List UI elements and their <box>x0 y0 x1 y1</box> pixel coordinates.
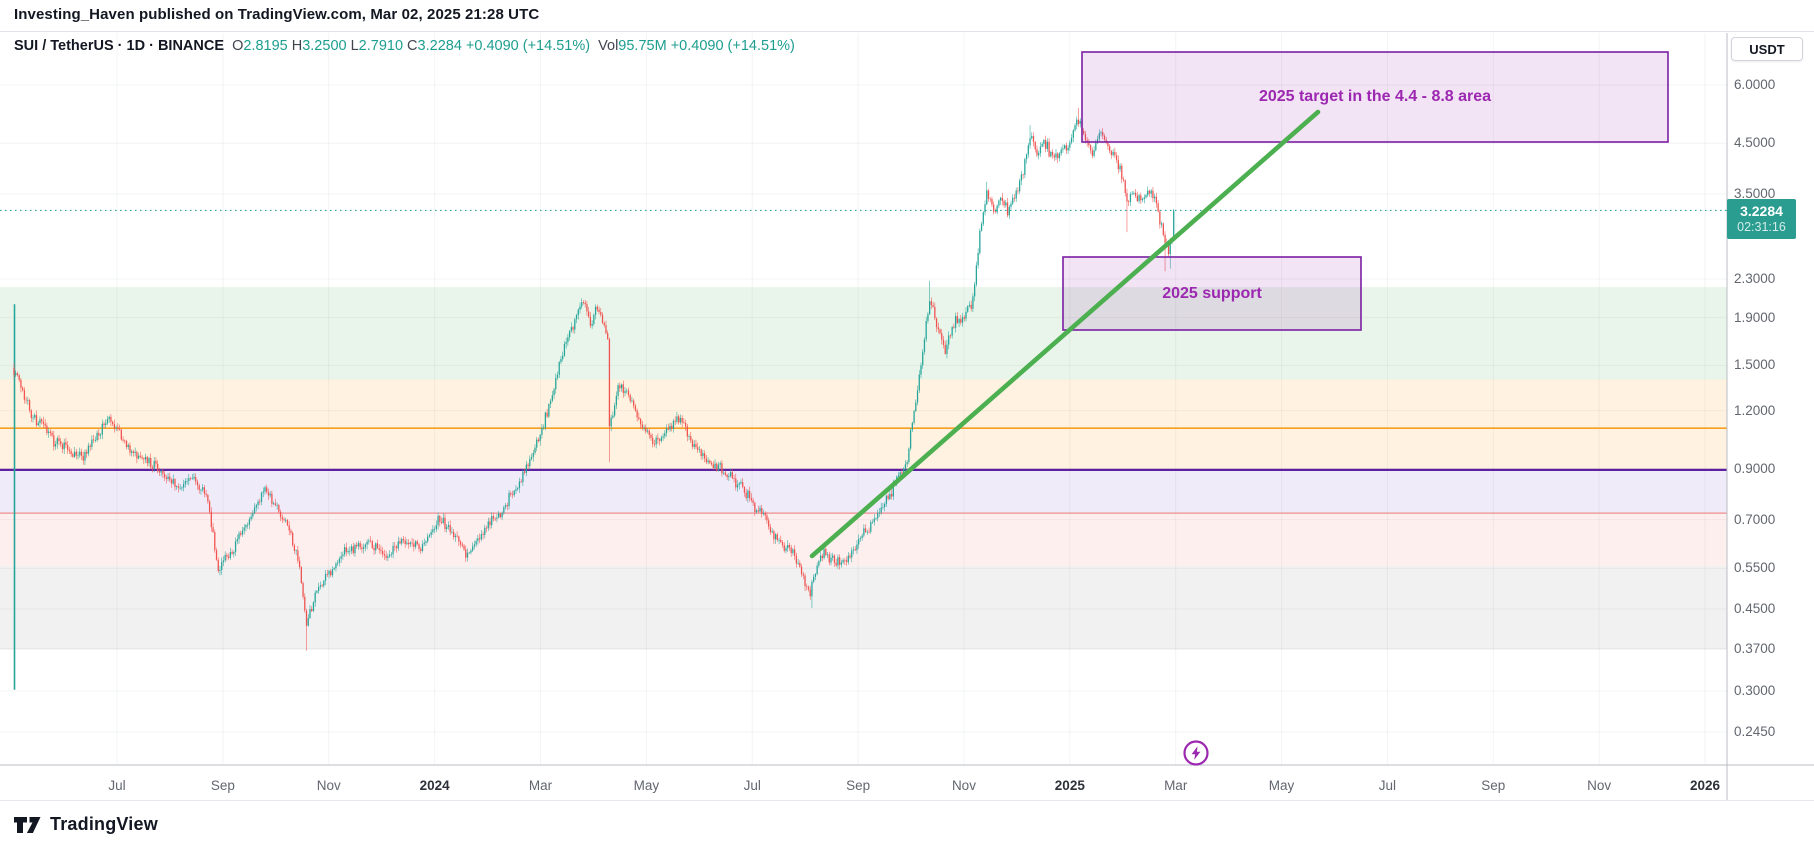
time-tick-label: Mar <box>1164 778 1188 793</box>
price-tick-label: 0.3000 <box>1734 683 1776 699</box>
time-tick-label: Sep <box>210 778 235 793</box>
price-tick-label: 0.5500 <box>1734 560 1776 576</box>
legend-segment: C <box>403 38 418 54</box>
tradingview-logo-text: TradingView <box>50 814 158 834</box>
widget-top-border <box>0 31 1814 32</box>
legend-segment: +0.4090 (+14.51%) <box>461 38 591 54</box>
legend-segment: 2.7910 <box>358 38 404 54</box>
time-tick-label: Sep <box>846 778 871 793</box>
widget-bottom-border <box>0 800 1814 801</box>
legend-segment: 3.2500 <box>302 38 347 54</box>
legend-segment: O <box>224 38 244 54</box>
support-box-label: 2025 support <box>1162 284 1262 302</box>
price-tick-label: 0.9000 <box>1734 460 1776 476</box>
target-box-label: 2025 target in the 4.4 - 8.8 area <box>1258 88 1492 105</box>
time-tick-label: Sep <box>1481 778 1506 793</box>
time-tick-label: 2024 <box>419 778 450 793</box>
legend-segment: 95.75M <box>618 38 667 54</box>
time-tick-label: May <box>633 778 660 793</box>
legend-segment: L <box>346 38 359 54</box>
currency-toggle-button[interactable]: USDT <box>1731 37 1803 61</box>
time-tick-label: Jul <box>108 778 126 793</box>
price-tick-label: 0.3700 <box>1734 640 1776 656</box>
price-tick-label: 6.0000 <box>1734 77 1776 92</box>
time-tick-label: Mar <box>528 778 553 793</box>
time-tick-label: Nov <box>1587 778 1612 793</box>
legend-segment: +0.4090 (+14.51%) <box>666 38 795 54</box>
time-tick-label: 2025 <box>1054 778 1085 793</box>
price-tick-label: 0.4500 <box>1734 601 1776 616</box>
time-tick-label: Jul <box>1378 778 1397 793</box>
price-tick-label: 4.5000 <box>1734 135 1776 151</box>
publisher-line: Investing_Haven published on TradingView… <box>14 6 540 23</box>
legend-segment: H <box>287 38 303 54</box>
time-tick-label: Jul <box>743 778 761 793</box>
time-tick-label: Nov <box>316 778 341 793</box>
price-tick-label: 1.9000 <box>1734 309 1776 325</box>
time-tick-label: Nov <box>951 778 976 793</box>
bar-countdown: 02:31:16 <box>1737 220 1786 235</box>
price-tick-label: 1.2000 <box>1734 402 1776 418</box>
last-price-badge: 3.2284 02:31:16 <box>1727 199 1796 240</box>
legend-segment: Vol <box>590 38 619 54</box>
tradingview-logo-icon <box>14 816 41 833</box>
trend-line[interactable] <box>809 109 1321 559</box>
price-tick-label: 3.5000 <box>1734 186 1776 202</box>
time-tick-label: May <box>1268 778 1295 793</box>
idea-lightning-icon[interactable] <box>1181 738 1211 768</box>
price-tick-label: 0.2450 <box>1734 724 1776 739</box>
symbol-legend: SUI / TetherUS · 1D · BINANCE O2.8195 H3… <box>14 38 795 54</box>
legend-segment: SUI / TetherUS · 1D · BINANCE <box>14 38 225 54</box>
price-tick-label: 1.5000 <box>1734 357 1776 373</box>
target-box[interactable] <box>1081 51 1669 143</box>
legend-segment: 2.8195 <box>243 38 288 54</box>
price-tick-label: 0.7000 <box>1734 511 1776 527</box>
price-tick-label: 2.3000 <box>1734 270 1776 286</box>
time-tick-label: 2026 <box>1690 778 1721 793</box>
legend-segment: 3.2284 <box>417 38 462 54</box>
last-price-value: 3.2284 <box>1740 202 1783 219</box>
tradingview-logo[interactable]: TradingView <box>14 814 158 835</box>
